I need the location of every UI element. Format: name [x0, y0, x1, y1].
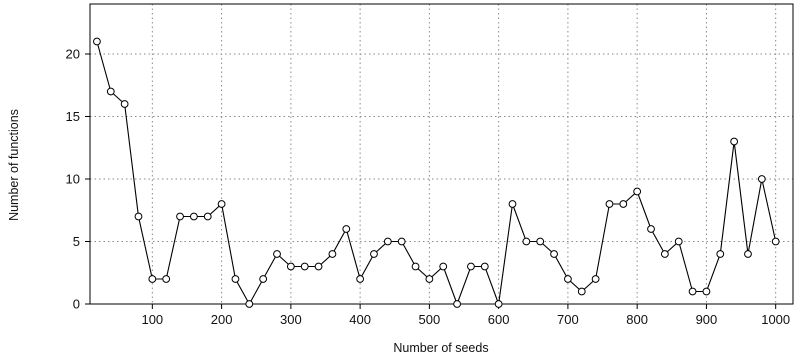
data-point: [217, 200, 226, 208]
data-point: [647, 225, 655, 233]
data-point: [189, 212, 198, 221]
data-point: [370, 250, 378, 258]
data-point: [453, 300, 461, 308]
data-point: [757, 175, 766, 183]
x-tick-label: 900: [696, 312, 718, 327]
data-point: [231, 275, 240, 283]
x-tick-label: 500: [419, 312, 441, 327]
data-point: [591, 275, 600, 283]
x-tick-label: 1000: [761, 312, 790, 327]
y-axis-title: Number of functions: [7, 109, 21, 221]
data-point: [356, 275, 365, 283]
data-point: [467, 262, 475, 271]
data-point: [120, 100, 129, 108]
x-tick-label: 600: [488, 312, 510, 327]
data-point: [564, 275, 572, 283]
x-tick-label: 100: [141, 312, 163, 327]
data-point: [660, 250, 669, 258]
data-point: [328, 250, 337, 258]
y-tick-label: 15: [66, 109, 80, 124]
series: [93, 37, 780, 308]
data-point: [134, 212, 143, 221]
data-point: [702, 287, 711, 296]
plot-frame: [89, 3, 794, 305]
data-point: [688, 287, 697, 296]
x-tick-label: 300: [280, 312, 302, 327]
data-point: [300, 262, 309, 271]
tick-labels: 100 200 300 400 500 600 700 800 900 1000 0 5 10 15 20: [66, 47, 791, 328]
data-point: [577, 287, 586, 296]
data-point: [716, 250, 725, 258]
data-point: [245, 300, 254, 308]
data-point: [605, 200, 614, 208]
data-point: [508, 200, 517, 208]
y-tick-label: 0: [73, 297, 80, 312]
data-point: [633, 187, 642, 196]
data-point: [536, 237, 545, 246]
series-line: [96, 41, 777, 306]
data-point: [148, 275, 157, 283]
data-point: [425, 275, 434, 283]
data-point: [342, 225, 351, 233]
data-point: [273, 250, 281, 258]
data-point: [397, 237, 406, 246]
data-point: [162, 275, 171, 283]
data-point: [480, 262, 489, 271]
data-point: [314, 262, 323, 271]
data-point: [203, 212, 212, 221]
data-point: [619, 200, 628, 208]
data-point: [674, 237, 683, 246]
data-point: [106, 87, 115, 96]
data-point: [730, 137, 739, 146]
y-tick-label: 10: [66, 172, 80, 187]
data-point: [744, 250, 752, 258]
y-tick-label: 20: [66, 47, 80, 62]
x-tick-label: 700: [557, 312, 579, 327]
data-point: [286, 262, 295, 271]
x-tick-label: 200: [211, 312, 233, 327]
data-point: [93, 37, 101, 46]
x-tick-label: 800: [626, 312, 648, 327]
data-point: [383, 237, 392, 246]
data-point: [550, 250, 558, 258]
axis-ticks: [85, 53, 777, 309]
x-axis-title: Number of seeds: [393, 341, 488, 355]
data-point: [439, 262, 448, 271]
data-point: [259, 275, 268, 283]
grid: [90, 4, 793, 305]
x-tick-label: 400: [349, 312, 371, 327]
data-point: [522, 237, 531, 246]
data-point: [411, 262, 420, 271]
data-point: [771, 237, 780, 246]
y-tick-label: 5: [73, 234, 80, 249]
data-point: [176, 212, 184, 221]
data-point: [494, 300, 503, 308]
